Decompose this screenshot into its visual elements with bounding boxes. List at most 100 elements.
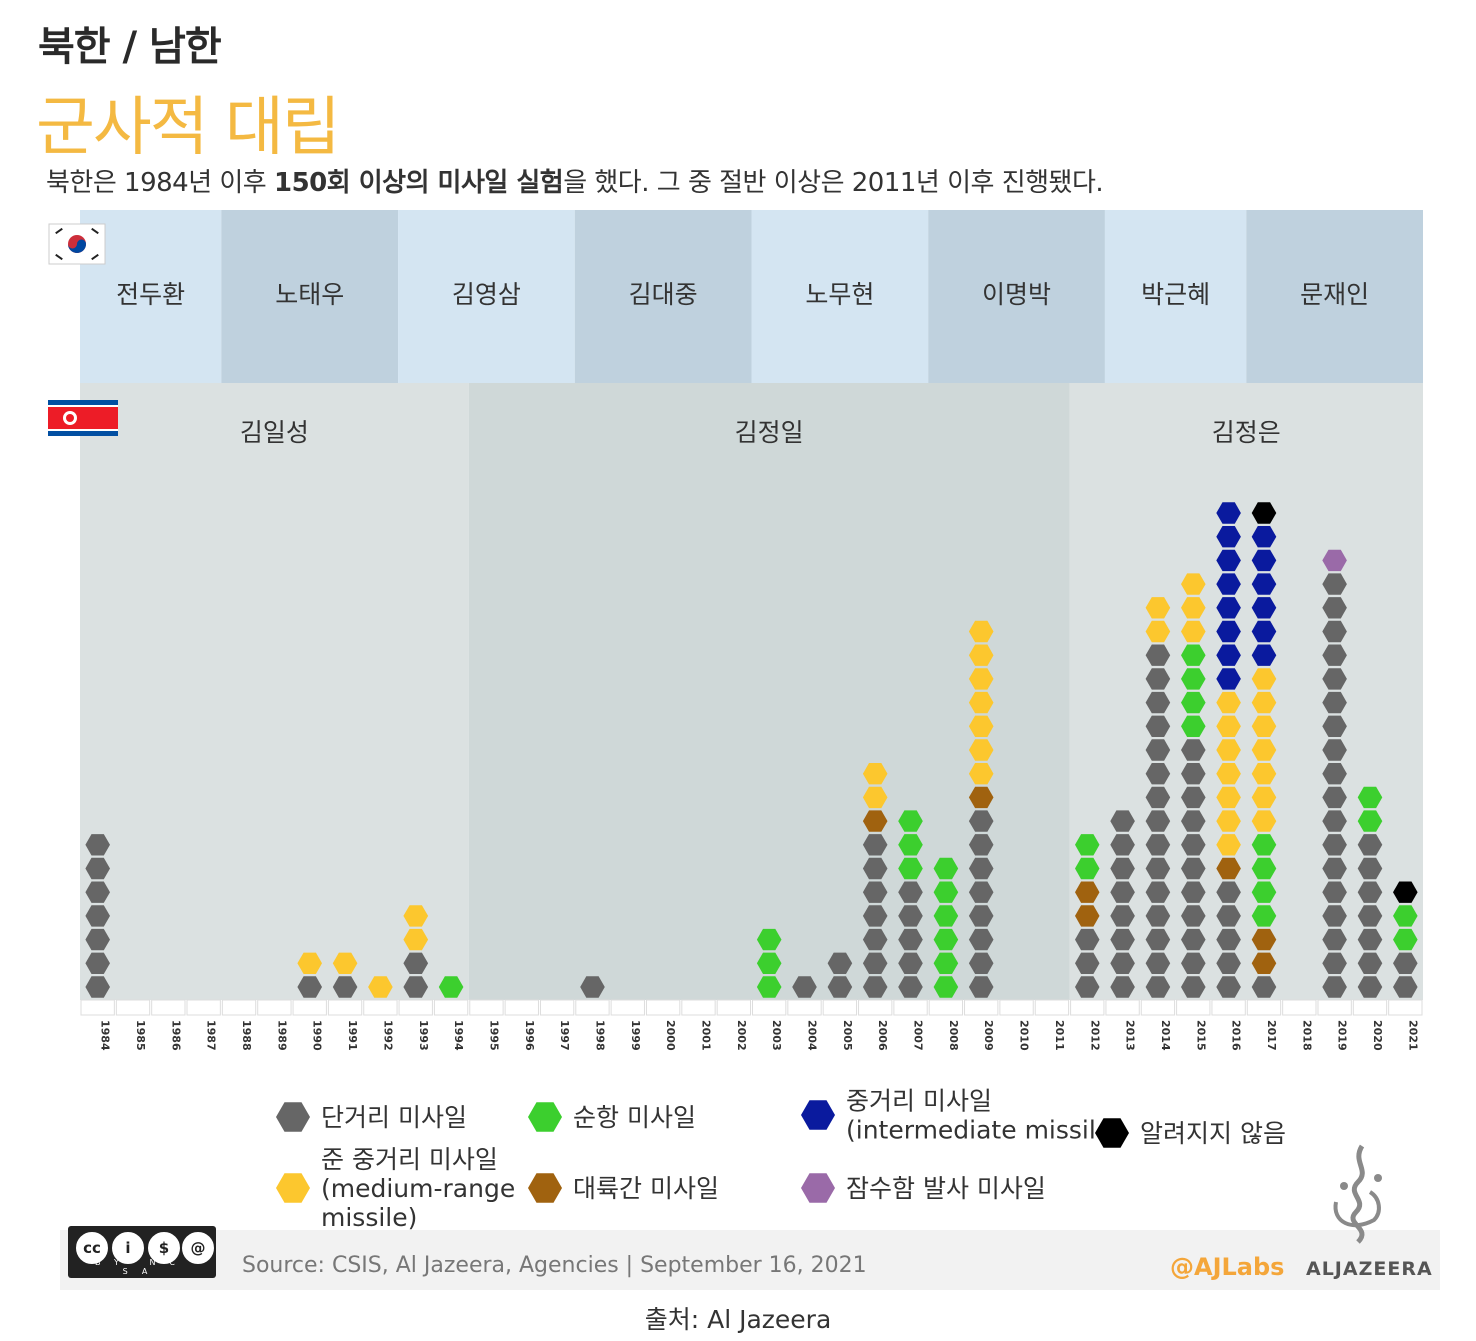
year-box bbox=[1105, 999, 1140, 1016]
missile-dot-short bbox=[1357, 905, 1383, 927]
missile-dot-medium bbox=[1251, 668, 1277, 690]
missile-dot-intermediate bbox=[1251, 620, 1277, 643]
missile-dot-short bbox=[1322, 691, 1347, 714]
missile-dot-short bbox=[1357, 834, 1383, 856]
year-axis-boxes bbox=[80, 999, 1423, 1016]
president-band bbox=[1104, 210, 1247, 383]
year-axis-labels: 1984 1985 1986 1987 1988 1989 1990 1991 1992 1993… bbox=[99, 1020, 1420, 1051]
missile-dot-medium bbox=[1216, 739, 1241, 761]
missile-dot-medium bbox=[1251, 810, 1277, 832]
subtitle-post: 을 했다. 그 중 절반 이상은 2011년 이후 진행됐다. bbox=[563, 168, 1104, 198]
missile-dot-cruise bbox=[1393, 928, 1418, 951]
year-box bbox=[221, 999, 257, 1016]
year-box bbox=[80, 999, 115, 1016]
missile-dot-medium bbox=[1251, 763, 1277, 785]
missile-dot-short bbox=[1145, 952, 1171, 974]
missile-dot-short bbox=[1145, 763, 1171, 785]
year-box bbox=[1176, 999, 1211, 1016]
missile-dot-medium bbox=[862, 763, 888, 785]
missile-dot-short bbox=[862, 857, 888, 880]
missile-dot-slbm bbox=[1322, 549, 1347, 572]
missile-dot-short bbox=[968, 834, 994, 856]
missile-dot-icbm bbox=[862, 810, 888, 832]
missile-dot-cruise bbox=[1251, 857, 1277, 880]
missile-dot-intermediate bbox=[1216, 526, 1241, 548]
missile-dot-cruise bbox=[933, 928, 959, 951]
year-label: 2011 bbox=[1053, 1020, 1066, 1051]
missile-dot-medium bbox=[1216, 786, 1241, 809]
legend-label-intermediate: (intermediate missile) bbox=[846, 1116, 1121, 1145]
legend-swatch-medium bbox=[276, 1173, 310, 1203]
missile-dot-short bbox=[1145, 905, 1171, 927]
missile-dot-short bbox=[1145, 881, 1171, 903]
missile-dot-intermediate bbox=[1251, 549, 1277, 572]
missile-dot-short bbox=[1110, 857, 1135, 880]
missile-dot-medium bbox=[1216, 810, 1241, 832]
page-subtitle: 북한은 1984년 이후 150회 이상의 미사일 실험을 했다. 그 중 절반… bbox=[46, 162, 1104, 199]
year-label: 1998 bbox=[593, 1020, 606, 1051]
year-label: 2021 bbox=[1406, 1020, 1419, 1051]
year-label: 2017 bbox=[1265, 1020, 1278, 1051]
missile-dot-short bbox=[1075, 976, 1100, 998]
missile-dot-short bbox=[1145, 857, 1171, 880]
legend-label-medium: 준 중거리 미사일 bbox=[321, 1145, 498, 1174]
sharealike-icon: @ bbox=[180, 1230, 216, 1266]
missile-dot-intermediate bbox=[1251, 597, 1277, 619]
missile-dot-cruise bbox=[1181, 668, 1206, 690]
missile-dot-short bbox=[1322, 715, 1347, 737]
year-box bbox=[752, 999, 787, 1016]
missile-dot-icbm bbox=[1075, 881, 1100, 903]
missile-dot-medium bbox=[968, 763, 994, 785]
legend-label-intermediate: 중거리 미사일 bbox=[846, 1087, 992, 1116]
legend-label-medium: missile) bbox=[321, 1203, 417, 1232]
flags bbox=[48, 223, 118, 436]
president-band bbox=[221, 210, 399, 383]
year-label: 2001 bbox=[699, 1020, 712, 1051]
leader-band bbox=[80, 383, 469, 1000]
missile-dot-cruise bbox=[933, 881, 959, 903]
year-label: 1994 bbox=[452, 1020, 465, 1051]
missile-dot-medium bbox=[968, 739, 994, 761]
legend: 단거리 미사일 순항 미사일 중거리 미사일(intermediate missil… bbox=[276, 1087, 1286, 1232]
missile-dot-short bbox=[1181, 928, 1206, 951]
year-box bbox=[257, 999, 292, 1016]
missile-dot-medium bbox=[1251, 739, 1277, 761]
legend-label-icbm: 대륙간 미사일 bbox=[573, 1174, 719, 1203]
missile-dot-short bbox=[1322, 573, 1347, 595]
year-box bbox=[469, 999, 504, 1016]
missile-dot-short bbox=[1181, 786, 1206, 809]
year-label: 2015 bbox=[1194, 1020, 1207, 1051]
south-korea-flag-icon bbox=[48, 223, 106, 265]
year-label: 2019 bbox=[1336, 1020, 1349, 1051]
president-name: 김영삼 bbox=[452, 280, 521, 309]
missile-dot-cruise bbox=[898, 857, 923, 880]
missile-dot-short bbox=[1322, 644, 1347, 666]
missile-dot-intermediate bbox=[1251, 644, 1277, 666]
cc-labels: BY NC SA bbox=[94, 1258, 190, 1276]
missile-dot-cruise bbox=[933, 857, 959, 880]
missile-dot-short bbox=[1110, 834, 1135, 856]
missile-dot-cruise bbox=[438, 976, 464, 998]
noncommercial-icon: $ bbox=[146, 1230, 182, 1266]
year-label: 1991 bbox=[346, 1020, 359, 1051]
missile-dot-medium bbox=[862, 786, 888, 809]
missile-dot-cruise bbox=[1357, 810, 1383, 832]
missile-dot-short bbox=[1251, 976, 1277, 998]
missile-dot-short bbox=[1393, 952, 1418, 974]
missile-dot-short bbox=[1357, 928, 1383, 951]
year-label: 2008 bbox=[947, 1020, 960, 1051]
missile-dot-short bbox=[898, 952, 923, 974]
missile-dot-short bbox=[1145, 715, 1171, 737]
year-label: 2012 bbox=[1088, 1020, 1101, 1051]
missile-dot-cruise bbox=[898, 834, 923, 856]
missile-dot-short bbox=[1322, 620, 1347, 643]
year-box bbox=[928, 999, 964, 1016]
president-name: 박근혜 bbox=[1141, 280, 1210, 309]
missile-dot-medium bbox=[968, 691, 994, 714]
year-label: 2020 bbox=[1371, 1020, 1384, 1051]
missile-dot-medium bbox=[1251, 786, 1277, 809]
year-box bbox=[327, 999, 363, 1016]
missile-dot-short bbox=[1181, 905, 1206, 927]
missile-dot-short bbox=[1357, 952, 1383, 974]
